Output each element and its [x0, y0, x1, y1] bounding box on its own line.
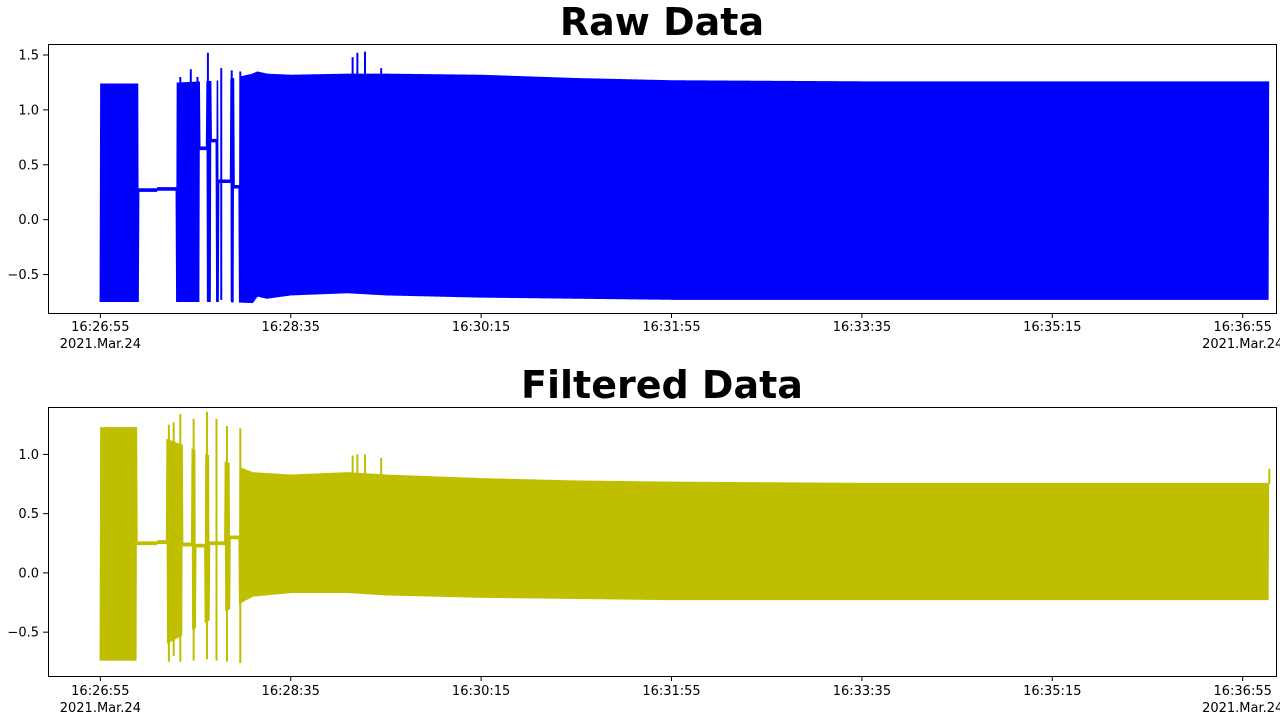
y-tick-label: 0.5: [18, 158, 39, 173]
plot-frame: [48, 407, 1277, 677]
raw-data-chart: Raw Data −0.5 0.0 0.5 1.0 1.5 16:26:55 2021.Mar…: [7, 0, 1280, 352]
y-tick-label: −0.5: [7, 268, 39, 283]
series-envelope: [99, 427, 1270, 661]
plot-frame: [48, 44, 1277, 314]
y-tick-label: 1.5: [18, 48, 39, 63]
x-tick-label: 16:31:55: [642, 320, 700, 335]
x-tick-label: 16:36:55: [1213, 320, 1271, 335]
chart-title: Raw Data: [560, 0, 764, 44]
filtered-data-chart: Filtered Data −0.5 0.0 0.5 1.0 16:26:55 2021.M…: [7, 363, 1280, 716]
series-line: [99, 51, 1270, 304]
x-tick-date-label: 2021.Mar.24: [1202, 701, 1280, 716]
y-tick-label: 0.0: [18, 566, 39, 581]
x-tick-label: 16:36:55: [1213, 684, 1271, 699]
x-tick-label: 16:28:35: [262, 320, 320, 335]
y-tick-label: 1.0: [18, 448, 39, 463]
x-tick-date-label: 2021.Mar.24: [60, 701, 141, 716]
x-tick-label: 16:35:15: [1023, 684, 1081, 699]
x-tick-label: 16:26:55: [71, 320, 129, 335]
x-tick-label: 16:31:55: [642, 684, 700, 699]
y-tick-label: 0.0: [18, 213, 39, 228]
series-envelope: [99, 71, 1270, 304]
x-tick-date-label: 2021.Mar.24: [1202, 337, 1280, 352]
x-tick-label: 16:30:15: [452, 684, 510, 699]
x-tick-label: 16:35:15: [1023, 320, 1081, 335]
x-tick-label: 16:33:35: [833, 684, 891, 699]
y-tick-label: −0.5: [7, 626, 39, 641]
x-tick-label: 16:26:55: [71, 684, 129, 699]
y-tick-label: 1.0: [18, 103, 39, 118]
x-tick-label: 16:30:15: [452, 320, 510, 335]
y-tick-label: 0.5: [18, 507, 39, 522]
chart-title: Filtered Data: [521, 363, 803, 407]
x-tick-label: 16:33:35: [833, 320, 891, 335]
x-tick-label: 16:28:35: [262, 684, 320, 699]
x-tick-date-label: 2021.Mar.24: [60, 337, 141, 352]
series-line: [99, 411, 1271, 663]
